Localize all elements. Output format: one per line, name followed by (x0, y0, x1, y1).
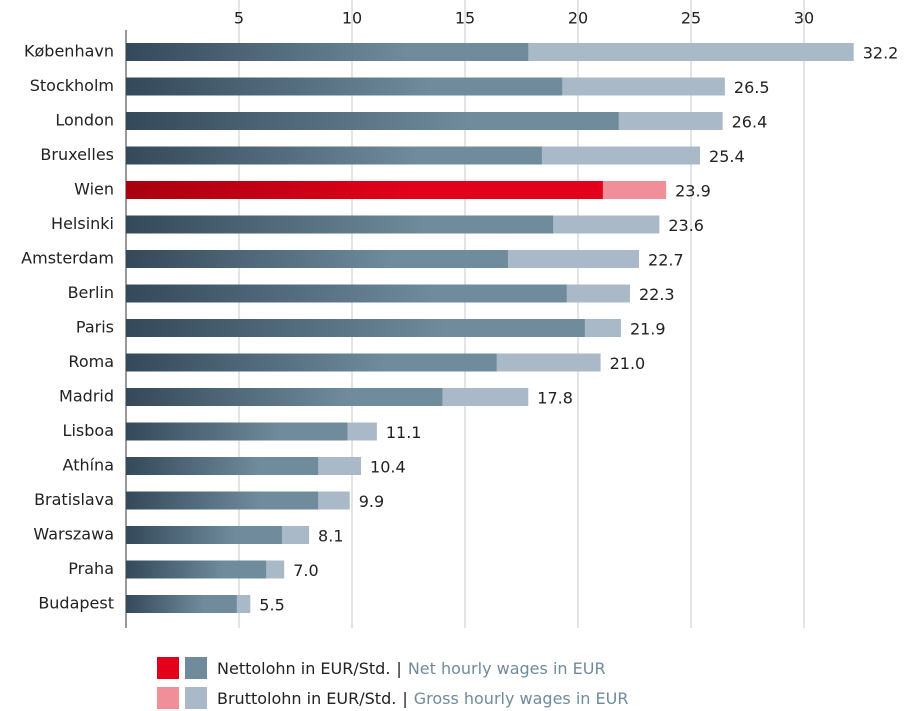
legend-separator: | (396, 659, 401, 678)
value-label: 5.5 (259, 596, 284, 615)
bar-net (126, 181, 603, 199)
category-label: Bruxelles (40, 145, 114, 164)
category-label: Madrid (59, 387, 114, 406)
category-label: Stockholm (30, 76, 114, 95)
bar-net (126, 43, 529, 61)
bar-net (126, 491, 319, 510)
value-label: 21.9 (630, 320, 666, 339)
legend-name-en: Gross hourly wages in EUR (414, 689, 629, 708)
category-label: Bratislava (34, 490, 114, 509)
bar-net (126, 526, 282, 544)
value-label: 23.9 (675, 182, 711, 201)
category-label: Athína (63, 456, 114, 475)
value-label: 21.0 (610, 354, 646, 373)
bar-net (126, 146, 542, 165)
category-label: Berlin (68, 283, 114, 302)
bar-net (126, 457, 319, 475)
bar-net (126, 422, 348, 441)
x-tick-label: 25 (681, 9, 701, 28)
value-label: 26.5 (734, 78, 770, 97)
bar-net (126, 319, 585, 337)
category-label: Wien (74, 180, 114, 199)
category-label: Warszawa (33, 525, 114, 544)
value-label: 23.6 (668, 216, 704, 235)
category-label: London (55, 111, 114, 130)
value-label: 22.3 (639, 285, 675, 304)
category-label: Amsterdam (21, 249, 114, 268)
value-label: 8.1 (318, 527, 343, 546)
category-label: Roma (68, 352, 114, 371)
legend-name: Bruttolohn in EUR/Std. (217, 689, 396, 708)
legend-swatch (157, 657, 179, 679)
bar-net (126, 284, 567, 303)
x-tick-label: 10 (342, 9, 362, 28)
x-tick-label: 5 (234, 9, 244, 28)
value-label: 32.2 (863, 44, 899, 63)
category-label: Budapest (38, 594, 114, 613)
value-label: 26.4 (732, 113, 768, 132)
legend-swatch (185, 687, 207, 709)
category-label: København (24, 42, 114, 61)
value-label: 17.8 (537, 389, 573, 408)
value-label: 22.7 (648, 251, 684, 270)
value-label: 11.1 (386, 423, 422, 442)
value-label: 25.4 (709, 147, 745, 166)
bar-net (126, 353, 497, 372)
x-tick-label: 20 (568, 9, 588, 28)
category-label: Helsinki (51, 214, 114, 233)
value-label: 7.0 (293, 561, 318, 580)
value-label: 10.4 (370, 458, 406, 477)
legend-label: Nettolohn in EUR/Std. | Net hourly wages i… (217, 659, 606, 678)
legend-name: Nettolohn in EUR/Std. (217, 659, 390, 678)
bar-net (126, 250, 508, 268)
legend-separator: | (402, 689, 407, 708)
x-tick-label: 15 (455, 9, 475, 28)
legend-name-en: Net hourly wages in EUR (408, 659, 606, 678)
x-tick-label: 30 (794, 9, 814, 28)
legend-label: Bruttolohn in EUR/Std. | Gross hourly wage… (217, 689, 628, 708)
bar-net (126, 595, 237, 613)
category-label: Lisboa (63, 421, 114, 440)
bar-net (126, 112, 619, 130)
bar-net (126, 388, 443, 406)
category-label: Praha (68, 559, 114, 578)
bar-net (126, 77, 563, 96)
bar-net (126, 560, 267, 579)
legend-swatch (185, 657, 207, 679)
category-label: Paris (76, 318, 114, 337)
legend-swatch (157, 687, 179, 709)
value-label: 9.9 (359, 492, 384, 511)
bar-net (126, 215, 554, 234)
